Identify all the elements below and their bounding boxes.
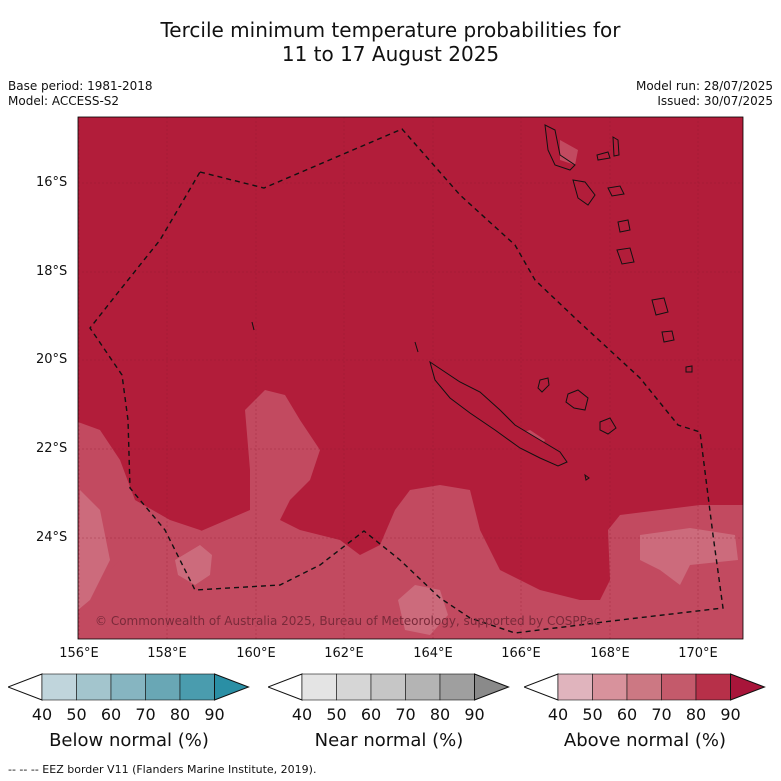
meta-right: Model run: 28/07/2025 Issued: 30/07/2025 xyxy=(636,79,773,109)
gridlines xyxy=(78,117,743,639)
colorbar-above-normal xyxy=(524,673,766,701)
colorbar-segment xyxy=(661,673,697,701)
lon-label-168e: 168°E xyxy=(590,646,630,661)
lon-label-160e: 160°E xyxy=(236,646,276,661)
colorbar-tick-label: 90 xyxy=(464,705,485,724)
lifou-island xyxy=(565,389,589,411)
colorbar-tick-label: 90 xyxy=(204,705,225,724)
islet-small-1 xyxy=(685,365,693,373)
colorbar-min-extension xyxy=(268,673,303,701)
eez-footer-note: -- -- -- EEZ border V11 (Flanders Marine… xyxy=(8,763,317,776)
colorbar-tick-label: 70 xyxy=(135,705,156,724)
colorbar-tick-label: 60 xyxy=(360,705,382,724)
lon-label-170e: 170°E xyxy=(678,646,718,661)
colorbar-segment xyxy=(110,673,146,701)
colorbar-tick-label: 60 xyxy=(100,705,122,724)
ambae xyxy=(596,151,611,161)
prob-patch-light-1 xyxy=(78,490,110,610)
colorbar-segment xyxy=(145,673,181,701)
colorbar-tick-label: 40 xyxy=(31,705,53,724)
model-name: Model: ACCESS-S2 xyxy=(8,94,120,108)
prob-patch-light-3 xyxy=(398,585,448,635)
new-caledonia-island xyxy=(429,360,568,467)
lat-label-20s: 20°S xyxy=(36,352,68,367)
colorbar-tick-label: 80 xyxy=(429,705,451,724)
prob-patch-center xyxy=(78,390,743,639)
colorbar-tick-label: 40 xyxy=(291,705,313,724)
colorbar-tick-label: 50 xyxy=(66,705,87,724)
colorbar-min-extension xyxy=(524,673,559,701)
colorbar-tick-label: 70 xyxy=(651,705,672,724)
lat-label-24s: 24°S xyxy=(36,530,68,545)
prob-patch-light-6 xyxy=(560,140,578,165)
lon-label-162e: 162°E xyxy=(324,646,364,661)
colorbar-segment xyxy=(336,673,372,701)
base-period: Base period: 1981-2018 xyxy=(8,79,153,93)
colorbar-segment xyxy=(592,673,628,701)
ambrym xyxy=(607,185,625,197)
title-line-2: 11 to 17 August 2025 xyxy=(281,42,500,66)
colorbar-segment xyxy=(179,673,215,701)
model-run: Model run: 28/07/2025 xyxy=(635,79,773,93)
mare-island xyxy=(599,417,617,435)
colorbar-segment xyxy=(557,673,593,701)
efate xyxy=(617,219,631,233)
ouvea-island xyxy=(537,377,550,393)
colorbar-label-below: Below normal (%) xyxy=(49,730,209,751)
colorbar-segment xyxy=(439,673,475,701)
colorbar-tick-label: 90 xyxy=(720,705,741,724)
colorbar-tick-label: 40 xyxy=(547,705,569,724)
copyright-notice: © Commonwealth of Australia 2025, Bureau… xyxy=(95,614,601,628)
lon-label-158e: 158°E xyxy=(147,646,187,661)
map-area xyxy=(78,117,743,639)
pentecost xyxy=(612,136,620,157)
erromango xyxy=(616,247,635,265)
colorbar-label-above: Above normal (%) xyxy=(563,730,727,751)
eez-border xyxy=(89,128,724,634)
colorbar-max-extension xyxy=(214,673,250,701)
colorbar-segment xyxy=(301,673,337,701)
colorbar-min-extension xyxy=(8,673,43,701)
ile-des-pins xyxy=(584,473,590,481)
colorbar-segment xyxy=(76,673,112,701)
espiritu-santo xyxy=(544,124,576,171)
colorbar-max-extension xyxy=(474,673,510,701)
lat-label-22s: 22°S xyxy=(36,441,68,456)
colorbar-segment xyxy=(626,673,662,701)
colorbar-label-near: Near normal (%) xyxy=(314,730,464,751)
colorbar-tick-label: 50 xyxy=(326,705,347,724)
colorbar-tick-label: 50 xyxy=(582,705,603,724)
lat-label-18s: 18°S xyxy=(36,264,68,279)
title-line-1: Tercile minimum temperature probabilitie… xyxy=(160,18,621,42)
colorbar-segment xyxy=(41,673,77,701)
lon-label-166e: 166°E xyxy=(501,646,541,661)
lon-label-156e: 156°E xyxy=(59,646,99,661)
colorbar-segment xyxy=(695,673,731,701)
colorbar-tick-label: 60 xyxy=(616,705,638,724)
colorbar-below-normal xyxy=(8,673,250,701)
belep-islet xyxy=(414,341,419,353)
meta-left: Base period: 1981-2018 Model: ACCESS-S2 xyxy=(8,79,153,109)
tanna xyxy=(651,297,669,316)
aneityum xyxy=(661,330,675,343)
colorbar-max-extension xyxy=(730,673,766,701)
colorbar-segment xyxy=(405,673,441,701)
map-frame xyxy=(77,116,744,640)
colorbar-tick-label: 80 xyxy=(169,705,191,724)
lon-label-164e: 164°E xyxy=(413,646,453,661)
chart-title: Tercile minimum temperature probabilitie… xyxy=(0,18,781,66)
colorbar-tick-label: 80 xyxy=(685,705,707,724)
prob-patch-light-2 xyxy=(175,545,212,585)
colorbar-tick-label: 70 xyxy=(395,705,416,724)
lat-label-16s: 16°S xyxy=(36,175,68,190)
chesterfield-islet xyxy=(251,321,255,331)
colorbar-near-normal xyxy=(268,673,510,701)
colorbar-segment xyxy=(370,673,406,701)
issued-date: Issued: 30/07/2025 xyxy=(657,94,773,108)
malekula xyxy=(572,179,596,206)
